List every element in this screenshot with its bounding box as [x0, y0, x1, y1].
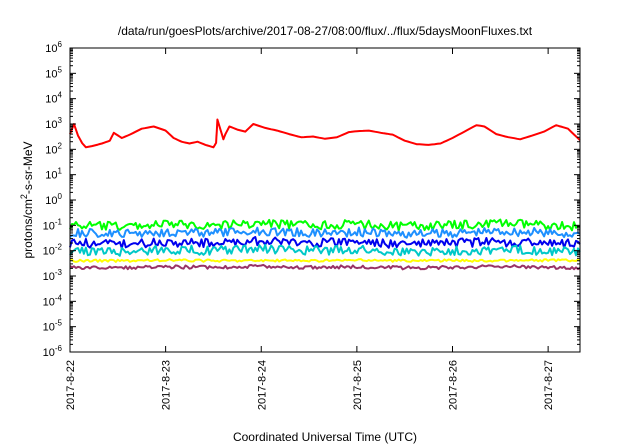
series-line-3 — [69, 226, 581, 239]
y-tick-label: 100 — [45, 192, 62, 207]
x-axis-label: Coordinated Universal Time (UTC) — [233, 430, 417, 444]
x-axis: 2017-8-22 2017-8-23 2017-8-24 2017-8-25 2017… — [65, 48, 555, 410]
y-tick-label: 103 — [45, 116, 62, 131]
y-axis-label-base: protons/cm — [21, 199, 35, 258]
series-line-7 — [69, 263, 581, 271]
x-tick-label: 2017-8-25 — [352, 360, 364, 410]
chart-title: /data/run/goesPlots/archive/2017-08-27/0… — [118, 24, 533, 38]
x-tick-label: 2017-8-26 — [448, 360, 460, 410]
series-line-1 — [69, 118, 581, 149]
y-axis: 10-6 10-5 10-4 10-3 10-2 10-1 100 101 102 103 104 1… — [43, 40, 580, 359]
y-tick-label: 10-4 — [43, 293, 63, 308]
y-tick-label: 10-3 — [43, 268, 63, 283]
y-tick-label: 104 — [45, 91, 62, 106]
series-line-4 — [69, 236, 581, 250]
y-tick-label: 102 — [45, 141, 62, 156]
y-axis-label-sup: 2 — [19, 194, 29, 199]
y-tick-label: 10-1 — [43, 217, 63, 232]
y-tick-label: 10-2 — [43, 243, 63, 258]
series-line-5 — [69, 243, 581, 257]
y-tick-label: 105 — [45, 65, 62, 80]
series-line-2 — [69, 218, 581, 232]
y-axis-label: protons/cm2-s-sr-MeV — [19, 141, 35, 258]
x-tick-label: 2017-8-27 — [543, 360, 555, 410]
series-layer — [69, 118, 581, 271]
x-tick-label: 2017-8-23 — [161, 360, 173, 410]
y-tick-label: 106 — [45, 40, 62, 55]
y-tick-label: 10-5 — [43, 319, 63, 334]
y-tick-label: 10-6 — [43, 344, 63, 359]
x-tick-label: 2017-8-22 — [65, 360, 77, 410]
y-tick-label: 101 — [45, 167, 62, 182]
series-line-6 — [69, 258, 581, 263]
x-tick-label: 2017-8-24 — [256, 360, 268, 410]
plot-frame — [69, 47, 581, 353]
y-axis-label-rest: -s-sr-MeV — [21, 141, 35, 194]
